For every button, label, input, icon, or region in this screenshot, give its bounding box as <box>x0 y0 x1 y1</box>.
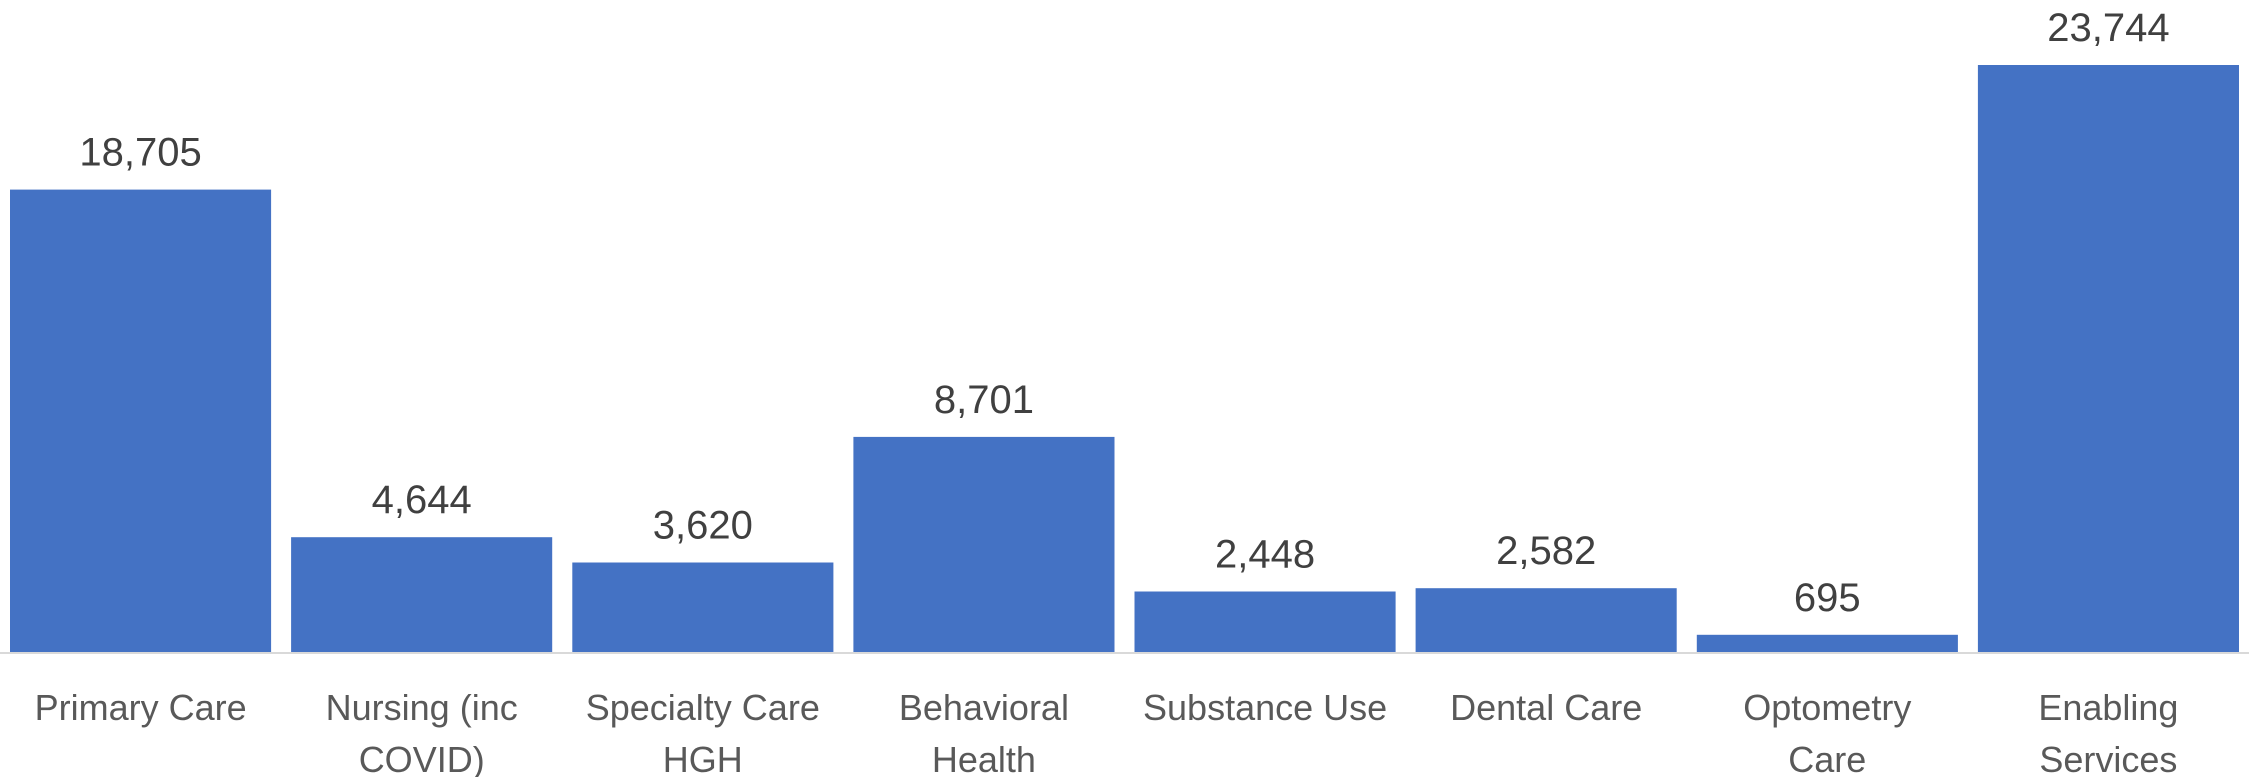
data-label: 3,620 <box>653 504 753 548</box>
category-tick-label: Nursing (inc <box>326 687 518 728</box>
category-tick-label: Enabling <box>2038 687 2178 728</box>
bars-group <box>10 65 2239 652</box>
bar <box>1415 588 1677 652</box>
data-label: 4,644 <box>372 478 472 522</box>
bar <box>1134 591 1396 652</box>
bar <box>853 436 1115 652</box>
bar <box>572 562 834 652</box>
bar <box>10 189 272 652</box>
category-tick-label: Services <box>2039 739 2177 777</box>
category-tick-label: Primary Care <box>35 687 247 728</box>
data-label: 2,582 <box>1496 529 1596 573</box>
category-tick-label: Behavioral <box>899 687 1069 728</box>
data-label: 8,701 <box>934 378 1034 422</box>
category-labels-group: Primary Care Nursing (inc COVID) Specialty … <box>35 687 2179 777</box>
data-label: 2,448 <box>1215 533 1315 577</box>
bar <box>291 537 553 652</box>
bar <box>1977 65 2239 652</box>
category-tick-label: Substance Use <box>1143 687 1387 728</box>
category-tick-label: HGH <box>663 739 743 777</box>
value-labels-group: 18,705 4,644 3,620 8,701 2,448 2,582 695 23,744 <box>79 6 2169 620</box>
category-tick-label: Health <box>932 739 1036 777</box>
category-tick-label: Specialty Care <box>586 687 820 728</box>
data-label: 695 <box>1794 576 1861 620</box>
data-label: 23,744 <box>2047 6 2169 50</box>
data-label: 18,705 <box>79 131 201 175</box>
category-tick-label: Care <box>1788 739 1866 777</box>
category-tick-label: COVID) <box>359 739 485 777</box>
category-tick-label: Dental Care <box>1450 687 1642 728</box>
bar <box>1696 634 1958 652</box>
category-tick-label: Optometry <box>1743 687 1911 728</box>
